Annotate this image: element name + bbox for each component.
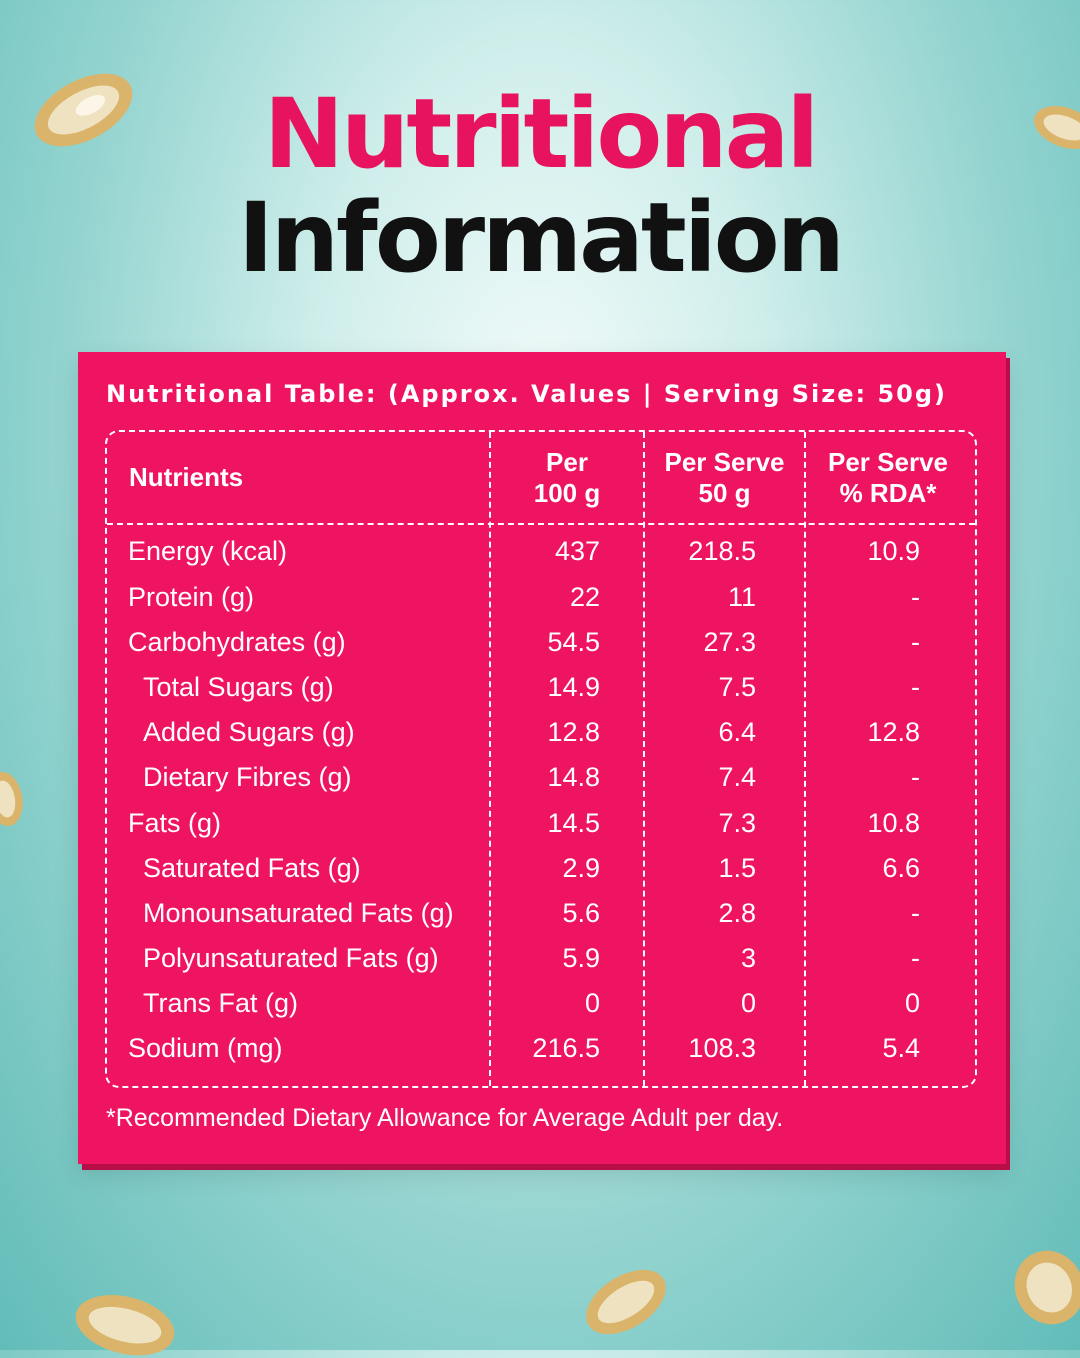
value-per-100g: 14.8 bbox=[547, 762, 600, 792]
header-per-100g: Per 100 g bbox=[491, 447, 643, 509]
page-title-line2: Information bbox=[237, 182, 845, 294]
value-per-serve: 2.8 bbox=[718, 898, 756, 928]
value-per-serve: 7.5 bbox=[718, 672, 756, 702]
table-row: Fats (g) 14.5 7.3 10.8 bbox=[78, 808, 1006, 852]
nutrient-name: Carbohydrates (g) bbox=[128, 627, 346, 657]
nutrient-name: Total Sugars (g) bbox=[143, 672, 334, 702]
nutrient-name: Dietary Fibres (g) bbox=[143, 762, 352, 792]
value-per-100g: 0 bbox=[584, 988, 600, 1018]
value-per-serve: 0 bbox=[740, 988, 756, 1018]
table-row: Polyunsaturated Fats (g) 5.9 3 - bbox=[78, 943, 1006, 987]
value-rda: - bbox=[911, 762, 920, 792]
value-rda: - bbox=[911, 582, 920, 612]
header-per-100g-line1: Per bbox=[546, 447, 588, 477]
header-rda: Per Serve % RDA* bbox=[806, 447, 970, 509]
header-nutrients: Nutrients bbox=[129, 462, 244, 492]
value-per-100g: 54.5 bbox=[547, 627, 600, 657]
value-per-serve: 218.5 bbox=[688, 536, 756, 566]
value-per-serve: 6.4 bbox=[718, 717, 756, 747]
table-row: Trans Fat (g) 0 0 0 bbox=[78, 988, 1006, 1032]
nutrient-name: Monounsaturated Fats (g) bbox=[143, 898, 454, 928]
rda-footnote: *Recommended Dietary Allowance for Avera… bbox=[106, 1104, 784, 1132]
column-divider bbox=[643, 432, 645, 1086]
header-rda-line2: % RDA* bbox=[839, 478, 937, 508]
value-per-serve: 7.4 bbox=[718, 762, 756, 792]
oat-flake-icon bbox=[75, 1295, 175, 1356]
value-per-serve: 27.3 bbox=[703, 627, 756, 657]
header-per-serve-line1: Per Serve bbox=[664, 447, 785, 477]
value-per-100g: 2.9 bbox=[562, 853, 600, 883]
table-row: Protein (g) 22 11 - bbox=[78, 582, 1006, 626]
oat-flake-icon bbox=[1014, 1250, 1080, 1325]
value-rda: 0 bbox=[904, 988, 920, 1018]
oat-flake-icon bbox=[0, 771, 23, 827]
value-per-100g: 22 bbox=[569, 582, 600, 612]
nutrient-name: Trans Fat (g) bbox=[143, 988, 299, 1018]
value-rda: 10.9 bbox=[867, 536, 920, 566]
value-per-serve: 11 bbox=[727, 582, 756, 612]
oat-flake-icon bbox=[1034, 106, 1080, 149]
table-row: Saturated Fats (g) 2.9 1.5 6.6 bbox=[78, 853, 1006, 897]
oat-flake-icon bbox=[586, 1269, 666, 1335]
header-per-serve-line2: 50 g bbox=[698, 478, 751, 508]
value-rda: - bbox=[911, 672, 920, 702]
nutrient-name: Fats (g) bbox=[128, 808, 222, 838]
header-per-100g-line2: 100 g bbox=[533, 478, 601, 508]
nutrient-name: Sodium (mg) bbox=[128, 1033, 283, 1063]
table-row: Carbohydrates (g) 54.5 27.3 - bbox=[78, 627, 1006, 671]
nutrient-name: Energy (kcal) bbox=[128, 536, 288, 566]
value-per-serve: 108.3 bbox=[688, 1033, 756, 1063]
nutrient-name: Added Sugars (g) bbox=[143, 717, 355, 747]
table-row: Monounsaturated Fats (g) 5.6 2.8 - bbox=[78, 898, 1006, 942]
value-per-serve: 7.3 bbox=[718, 808, 756, 838]
table-row: Added Sugars (g) 12.8 6.4 12.8 bbox=[78, 717, 1006, 761]
value-per-serve: 1.5 bbox=[718, 853, 756, 883]
table-row: Total Sugars (g) 14.9 7.5 - bbox=[78, 672, 1006, 716]
page-title: Nutritional bbox=[263, 78, 820, 190]
nutrient-name: Saturated Fats (g) bbox=[143, 853, 361, 883]
value-per-100g: 14.5 bbox=[547, 808, 600, 838]
nutrient-name: Polyunsaturated Fats (g) bbox=[143, 943, 439, 973]
value-per-100g: 12.8 bbox=[547, 717, 600, 747]
value-per-100g: 14.9 bbox=[547, 672, 600, 702]
table-row: Sodium (mg) 216.5 108.3 5.4 bbox=[78, 1033, 1006, 1077]
header-divider bbox=[107, 523, 975, 525]
nutrition-table-card: Nutritional Table: (Approx. Values | Ser… bbox=[78, 352, 1006, 1164]
value-per-100g: 437 bbox=[554, 536, 600, 566]
nutrient-name: Protein (g) bbox=[128, 582, 255, 612]
table-row: Energy (kcal) 437 218.5 10.9 bbox=[78, 536, 1006, 580]
value-rda: 10.8 bbox=[867, 808, 920, 838]
value-per-100g: 5.6 bbox=[562, 898, 600, 928]
value-per-100g: 5.9 bbox=[562, 943, 600, 973]
value-rda: 12.8 bbox=[867, 717, 920, 747]
value-rda: 6.6 bbox=[882, 853, 920, 883]
table-row: Dietary Fibres (g) 14.8 7.4 - bbox=[78, 762, 1006, 806]
header-per-serve: Per Serve 50 g bbox=[645, 447, 804, 509]
value-rda: 5.4 bbox=[882, 1033, 920, 1063]
header-rda-line1: Per Serve bbox=[828, 447, 948, 477]
table-caption: Nutritional Table: (Approx. Values | Ser… bbox=[106, 380, 948, 408]
column-divider bbox=[804, 432, 806, 1086]
value-rda: - bbox=[911, 943, 920, 973]
oat-flake-icon bbox=[34, 73, 133, 147]
value-rda: - bbox=[911, 898, 920, 928]
value-per-serve: 3 bbox=[740, 943, 756, 973]
value-per-100g: 216.5 bbox=[532, 1033, 600, 1063]
table-border bbox=[105, 430, 977, 1088]
value-rda: - bbox=[911, 627, 920, 657]
column-divider bbox=[489, 432, 491, 1086]
